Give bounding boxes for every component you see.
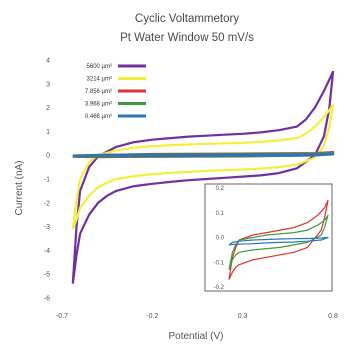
series-5600-m-curve (71, 70, 335, 284)
inset-chart: 0.2 0.1 0.0 -0.1 -0.2 (204, 183, 333, 292)
y-axis-label: Current (nA) (14, 160, 25, 215)
y-tick-label: -1 (44, 177, 50, 184)
x-tick-label: -0.7 (56, 313, 68, 320)
chart-subtitle: Pt Water Window 50 mV/s (120, 32, 254, 44)
y-tick-label: 3 (46, 81, 50, 88)
inset-series-7-856-m-curve (228, 199, 329, 280)
inset-series-3-968-m-curve (228, 214, 329, 270)
legend-label: 5600 µm² (87, 64, 112, 70)
series-3214-m-curve (71, 104, 335, 230)
legend: 5600 µm² 3214 µm² 7.856 µm² 3.968 µm² 0.466 … (85, 64, 146, 120)
y-tick-label: 0 (46, 153, 50, 160)
inset-y-tick-label: 0.0 (216, 236, 225, 242)
x-axis-ticks: -0.7 -0.2 0.3 0.8 (56, 313, 338, 320)
y-axis-ticks: 4 3 2 1 0 -1 -2 -3 -4 -5 -6 (44, 58, 50, 303)
x-tick-label: -0.2 (146, 313, 158, 320)
y-tick-label: 2 (46, 105, 50, 112)
x-tick-label: 0.3 (238, 313, 248, 320)
y-tick-label: -6 (44, 296, 50, 303)
y-tick-label: -4 (44, 248, 50, 255)
inset-series-0-466-m-curve (228, 236, 329, 246)
x-tick-label: 0.8 (328, 313, 338, 320)
y-tick-label: -3 (44, 224, 50, 231)
y-tick-label: -5 (44, 272, 50, 279)
y-tick-label: 1 (46, 129, 50, 136)
legend-label: 7.856 µm² (85, 89, 112, 95)
inset-y-tick-label: 0.1 (216, 211, 225, 217)
y-tick-label: 4 (46, 58, 50, 65)
plot-area (71, 70, 335, 284)
inset-frame (204, 183, 333, 292)
legend-label: 3.968 µm² (85, 102, 112, 108)
x-axis-label: Potential (V) (168, 331, 223, 342)
inset-y-tick-label: -0.1 (214, 260, 225, 266)
inset-y-tick-label: 0.2 (216, 186, 225, 192)
series-0-466-m-curve (72, 152, 335, 157)
inset-y-tick-label: -0.2 (214, 285, 225, 291)
legend-label: 3214 µm² (87, 77, 112, 83)
legend-label: 0.466 µm² (85, 114, 112, 120)
chart-title: Cyclic Voltammetory (135, 13, 239, 25)
y-tick-label: -2 (44, 200, 50, 207)
